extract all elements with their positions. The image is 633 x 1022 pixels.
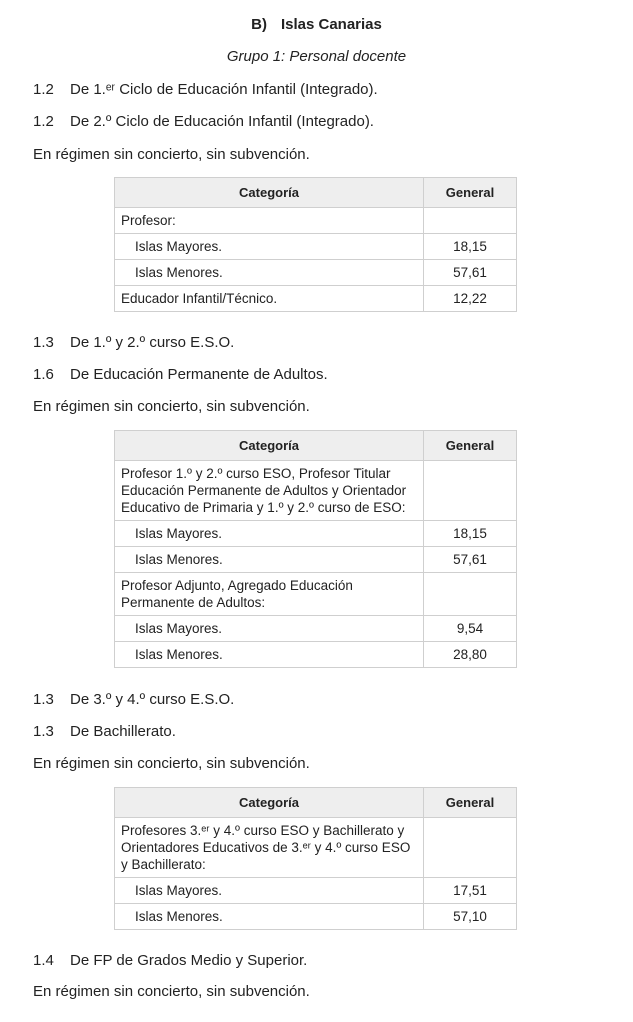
- table-row: Profesores 3.ᵉʳ y 4.º curso ESO y Bachil…: [114, 817, 517, 878]
- header-categoria: Categoría: [114, 787, 424, 818]
- item-heading: 1.4 De FP de Grados Medio y Superior.: [33, 952, 308, 969]
- table-row: Islas Mayores. 9,54: [114, 615, 517, 642]
- regime-note: En régimen sin concierto, sin subvención…: [33, 398, 310, 415]
- item-heading: 1.3 De 3.º y 4.º curso E.S.O.: [33, 691, 235, 708]
- group-subtitle: Grupo 1: Personal docente: [226, 48, 407, 65]
- regime-note: En régimen sin concierto, sin subvención…: [33, 146, 310, 163]
- table-row: Islas Mayores. 18,15: [114, 520, 517, 547]
- salary-table-2: Categoría General Profesor 1.º y 2.º curs…: [114, 430, 517, 668]
- regime-note: En régimen sin concierto, sin subvención…: [33, 755, 310, 772]
- table-row: Profesor 1.º y 2.º curso ESO, Profesor T…: [114, 460, 517, 521]
- table-row: Islas Menores. 57,61: [114, 546, 517, 573]
- table-row: Profesor:: [114, 207, 517, 234]
- table-row: Islas Mayores. 18,15: [114, 233, 517, 260]
- header-general: General: [423, 787, 517, 818]
- item-heading: 1.3 De 1.º y 2.º curso E.S.O.: [33, 334, 235, 351]
- item-heading: 1.2 De 1.ᵉʳ Ciclo de Educación Infantil (…: [33, 81, 378, 98]
- item-heading: 1.3 De Bachillerato.: [33, 723, 176, 740]
- item-heading: 1.6 De Educación Permanente de Adultos.: [33, 366, 328, 383]
- section-title: B) Islas Canarias: [251, 16, 382, 33]
- table-row: Profesor Adjunto, Agregado Educación Per…: [114, 572, 517, 616]
- header-general: General: [423, 177, 517, 208]
- header-categoria: Categoría: [114, 430, 424, 461]
- regime-note: En régimen sin concierto, sin subvención…: [33, 983, 310, 1000]
- salary-table-1: Categoría General Profesor: Islas Mayores…: [114, 177, 517, 312]
- table-row: Educador Infantil/Técnico. 12,22: [114, 285, 517, 312]
- salary-table-3: Categoría General Profesores 3.ᵉʳ y 4.º c…: [114, 787, 517, 930]
- table-row: Islas Menores. 28,80: [114, 641, 517, 668]
- header-general: General: [423, 430, 517, 461]
- header-categoria: Categoría: [114, 177, 424, 208]
- table-row: Islas Mayores. 17,51: [114, 877, 517, 904]
- table-row: Islas Menores. 57,61: [114, 259, 517, 286]
- item-heading: 1.2 De 2.º Ciclo de Educación Infantil (I…: [33, 113, 374, 130]
- table-row: Islas Menores. 57,10: [114, 903, 517, 930]
